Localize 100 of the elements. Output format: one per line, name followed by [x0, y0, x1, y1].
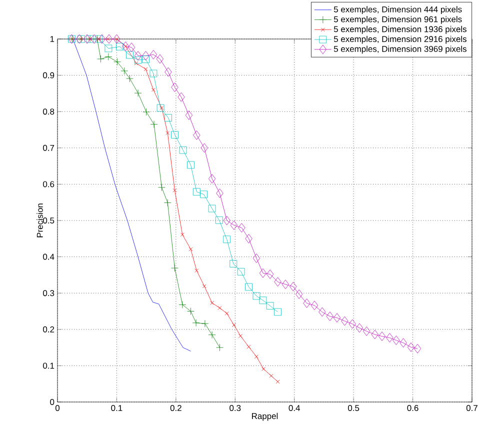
x-tick-label: 0.6 — [407, 405, 418, 412]
point — [187, 161, 194, 169]
point — [386, 333, 394, 342]
point — [84, 34, 91, 44]
point — [326, 312, 334, 322]
point — [290, 282, 297, 292]
point — [224, 311, 229, 316]
point — [106, 37, 110, 41]
point — [245, 283, 252, 291]
x-tick-label: 0.5 — [348, 405, 360, 412]
point — [104, 53, 112, 60]
point — [254, 354, 258, 359]
point — [333, 313, 341, 322]
point — [164, 199, 172, 206]
point — [262, 367, 266, 371]
point — [171, 131, 178, 139]
point — [378, 332, 386, 341]
point — [208, 174, 216, 184]
point — [208, 331, 216, 339]
y-tick-label: 0.6 — [43, 181, 54, 188]
point — [232, 323, 236, 328]
point — [142, 108, 150, 116]
point — [276, 380, 280, 384]
point — [114, 37, 119, 41]
x-tick-label: 0.1 — [111, 405, 122, 412]
point — [407, 342, 415, 352]
x-tick-label: 0.2 — [170, 405, 182, 412]
point — [164, 114, 172, 122]
point — [274, 308, 282, 316]
point — [348, 319, 356, 329]
point — [238, 334, 242, 338]
point — [392, 336, 400, 345]
point — [193, 130, 200, 140]
point — [160, 106, 164, 110]
point — [245, 234, 252, 244]
point — [124, 44, 128, 48]
y-tick-label: 0.7 — [43, 144, 54, 151]
point — [192, 319, 200, 327]
point — [252, 292, 260, 300]
point — [116, 42, 124, 50]
point — [363, 326, 370, 336]
y-tick-label: 1 — [50, 36, 54, 42]
point — [310, 300, 318, 310]
point — [126, 74, 134, 82]
point — [414, 344, 422, 354]
point — [356, 323, 364, 333]
point — [202, 284, 206, 288]
point — [178, 301, 186, 308]
point — [252, 254, 260, 263]
point — [274, 277, 282, 287]
point — [230, 220, 238, 230]
point — [208, 204, 216, 212]
point — [341, 316, 348, 326]
point — [259, 296, 267, 304]
point — [238, 223, 246, 232]
point — [192, 188, 200, 196]
point — [296, 290, 303, 299]
point — [218, 306, 222, 310]
point — [200, 190, 208, 198]
point — [282, 280, 290, 290]
point — [150, 120, 158, 128]
point — [134, 51, 142, 60]
point — [215, 216, 223, 224]
point — [246, 344, 251, 349]
point — [105, 34, 113, 44]
point — [156, 104, 164, 112]
point — [178, 92, 185, 102]
point — [134, 61, 138, 66]
point — [142, 51, 150, 60]
point — [158, 184, 166, 192]
point — [223, 236, 231, 244]
point — [188, 247, 193, 252]
point — [114, 58, 121, 66]
y-tick-label: 0.3 — [43, 290, 54, 296]
point — [150, 50, 157, 60]
point — [113, 34, 120, 44]
x-tick-label: 0.3 — [230, 405, 241, 412]
x-tick-label: 0.7 — [466, 405, 478, 412]
point — [150, 70, 158, 78]
point — [180, 232, 184, 237]
point — [134, 56, 142, 64]
legend-label: 5 exemples, Dimension 3969 pixels — [334, 46, 466, 54]
legend-label: 5 exemples, Dimension 961 pixels — [334, 16, 462, 24]
point — [90, 34, 98, 44]
point — [122, 42, 130, 51]
x-tick-label: 0 — [55, 405, 60, 412]
point — [166, 131, 170, 135]
x-axis-title: Rappel — [252, 412, 278, 421]
legend-label: 5 exemples, Dimension 444 pixels — [334, 6, 462, 14]
point — [98, 34, 106, 44]
point — [151, 88, 156, 92]
point — [172, 188, 177, 192]
y-tick-label: 0 — [50, 399, 54, 405]
point — [128, 42, 136, 52]
point — [126, 51, 134, 59]
y-tick-label: 0.2 — [43, 326, 54, 332]
point — [266, 302, 274, 310]
y-tick-label: 0.8 — [43, 108, 54, 115]
point — [230, 260, 238, 268]
point — [210, 300, 214, 305]
